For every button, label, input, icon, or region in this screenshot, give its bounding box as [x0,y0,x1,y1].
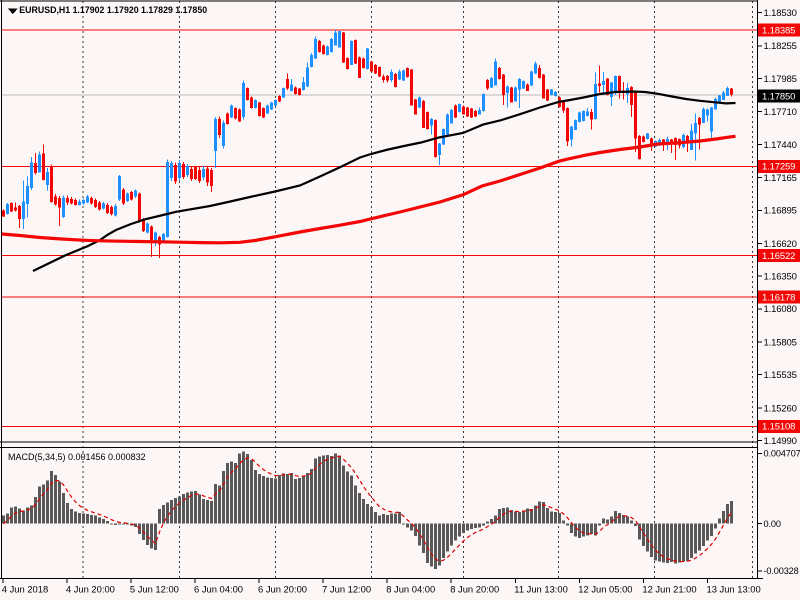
svg-text:1.15108: 1.15108 [762,422,795,433]
svg-text:1.15805: 1.15805 [764,338,797,349]
svg-text:1.18255: 1.18255 [764,41,797,52]
svg-text:4 Jun 2018: 4 Jun 2018 [2,584,48,595]
svg-text:6 Jun 20:00: 6 Jun 20:00 [258,584,307,595]
svg-text:1.17165: 1.17165 [764,173,797,184]
svg-text:8 Jun 04:00: 8 Jun 04:00 [386,584,435,595]
svg-text:1.18530: 1.18530 [764,8,797,19]
svg-text:4 Jun 20:00: 4 Jun 20:00 [66,584,115,595]
svg-text:MACD(5,34,5) 0.001456 0.000832: MACD(5,34,5) 0.001456 0.000832 [8,452,146,462]
svg-text:1.17985: 1.17985 [764,74,797,85]
svg-text:1.15260: 1.15260 [764,403,797,414]
svg-text:0.004707: 0.004707 [764,449,800,459]
svg-text:1.15535: 1.15535 [764,370,797,381]
svg-text:1.18385: 1.18385 [762,26,795,37]
svg-text:11 Jun 13:00: 11 Jun 13:00 [514,584,568,595]
svg-text:-0.00328: -0.00328 [764,566,799,576]
svg-text:13 Jun 13:00: 13 Jun 13:00 [707,584,761,595]
svg-text:1.17259: 1.17259 [762,162,795,173]
svg-text:1.16895: 1.16895 [764,206,797,217]
svg-text:1.17710: 1.17710 [764,107,797,118]
svg-text:1.17440: 1.17440 [764,140,797,151]
svg-text:12 Jun 21:00: 12 Jun 21:00 [642,584,696,595]
svg-text:8 Jun 20:00: 8 Jun 20:00 [450,584,499,595]
svg-text:7 Jun 12:00: 7 Jun 12:00 [322,584,371,595]
svg-text:12 Jun 05:00: 12 Jun 05:00 [578,584,632,595]
svg-text:1.16080: 1.16080 [764,304,797,315]
svg-text:5 Jun 12:00: 5 Jun 12:00 [130,584,179,595]
svg-text:6 Jun 04:00: 6 Jun 04:00 [194,584,243,595]
svg-text:1.16522: 1.16522 [762,251,795,262]
svg-text:1.16620: 1.16620 [764,239,797,250]
svg-text:1.14990: 1.14990 [764,436,797,447]
svg-text:1.16178: 1.16178 [762,292,795,303]
svg-text:1.16350: 1.16350 [764,272,797,283]
svg-text:EURUSD,H1 1.17902 1.17920 1.1: EURUSD,H1 1.17902 1.17920 1.17829 1.1785… [19,5,207,15]
svg-text:1.17850: 1.17850 [762,92,795,103]
svg-text:0.00: 0.00 [764,519,781,529]
